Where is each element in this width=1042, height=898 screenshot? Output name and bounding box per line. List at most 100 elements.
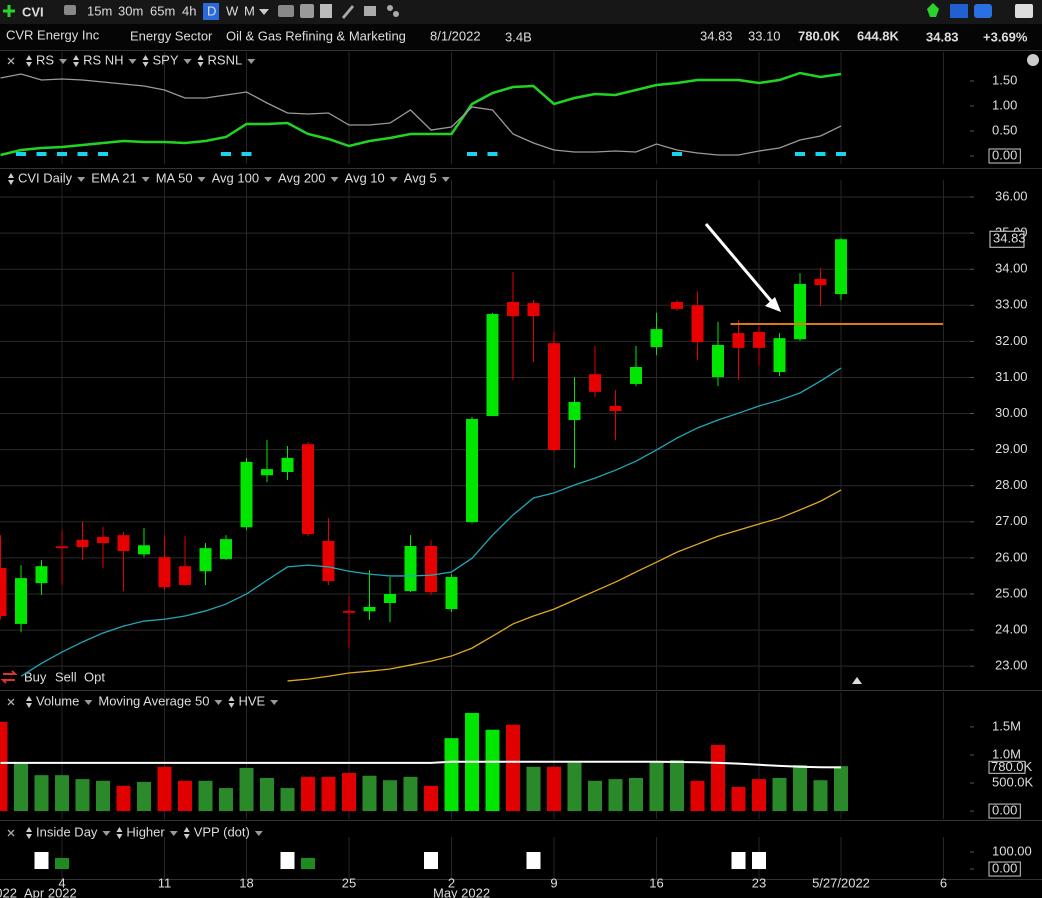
candle-body — [507, 302, 519, 317]
line — [0, 73, 842, 156]
dropdown-icon[interactable] — [59, 59, 68, 64]
legend-item[interactable]: Moving Average 50 — [98, 693, 209, 708]
bar — [547, 766, 561, 812]
candle-body — [343, 610, 355, 613]
dropdown-icon[interactable] — [183, 59, 192, 64]
legend-item[interactable]: Avg 5 — [404, 170, 437, 185]
legend-item[interactable]: Higher — [126, 824, 165, 839]
toolbar-icon[interactable] — [300, 4, 314, 18]
trade-button[interactable]: Sell — [55, 669, 77, 684]
dropdown-icon[interactable] — [441, 177, 450, 182]
legend-item[interactable]: MA 50 — [156, 170, 193, 185]
toolbar-icon[interactable] — [387, 5, 393, 11]
marker — [467, 152, 477, 156]
settings-icon[interactable] — [1027, 54, 1039, 66]
toolbar-icon[interactable] — [1015, 4, 1033, 18]
interval[interactable]: 4h — [182, 3, 196, 18]
dropdown-icon[interactable] — [259, 9, 269, 15]
reorder-icon[interactable] — [197, 55, 204, 67]
y-tick-label: 29.00 — [995, 441, 1028, 456]
reorder-icon[interactable] — [26, 827, 32, 839]
candle-body — [56, 546, 68, 549]
dropdown-icon[interactable] — [214, 700, 223, 705]
candle-body — [15, 578, 27, 624]
reorder-icon[interactable] — [73, 55, 80, 67]
dropdown-icon[interactable] — [169, 831, 178, 836]
interval[interactable]: 30m — [118, 3, 143, 18]
legend-item[interactable]: CVI Daily — [18, 170, 73, 185]
add-icon[interactable] — [3, 5, 15, 17]
marker — [16, 152, 26, 156]
legend-item[interactable]: VPP (dot) — [194, 824, 250, 839]
interval[interactable]: 65m — [150, 3, 175, 18]
arrow-head — [765, 297, 781, 312]
candle-body — [404, 545, 417, 592]
legend-item[interactable]: RS — [36, 52, 54, 67]
trade-button[interactable]: Opt — [84, 669, 105, 684]
toolbar-icon[interactable] — [364, 6, 376, 16]
dropdown-icon[interactable] — [102, 831, 111, 836]
legend-item[interactable]: Avg 100 — [212, 170, 259, 185]
toolbar-icon[interactable] — [320, 4, 332, 18]
bar — [629, 777, 643, 812]
dropdown-icon[interactable] — [128, 59, 137, 64]
candle-body — [35, 566, 48, 584]
close-icon[interactable] — [7, 57, 15, 65]
scroll-marker[interactable] — [852, 677, 862, 684]
legend-item[interactable]: EMA 21 — [91, 170, 137, 185]
toolbar-icon[interactable] — [927, 3, 939, 17]
bar — [362, 775, 377, 812]
dropdown-icon[interactable] — [270, 700, 279, 705]
reorder-icon[interactable] — [228, 696, 235, 708]
legend-item[interactable]: Inside Day — [36, 824, 98, 839]
dropdown-icon[interactable] — [77, 177, 86, 182]
trade-button[interactable]: Buy — [24, 669, 47, 684]
legend-item[interactable]: RS NH — [83, 52, 123, 67]
x-tick-label: 9 — [550, 875, 557, 890]
bar — [424, 851, 438, 870]
toolbar-icon[interactable] — [64, 5, 76, 15]
reorder-icon[interactable] — [142, 55, 149, 67]
interval[interactable]: 15m — [87, 3, 112, 18]
x-tick-label: 25 — [342, 875, 356, 890]
line — [287, 489, 842, 682]
dropdown-icon[interactable] — [254, 831, 263, 836]
close-icon[interactable] — [7, 829, 15, 837]
symbol: CVI — [22, 4, 44, 19]
reorder-icon[interactable] — [116, 827, 123, 839]
dropdown-icon[interactable] — [141, 177, 150, 182]
toolbar-icon[interactable] — [278, 5, 294, 17]
bar — [444, 738, 459, 812]
legend-item[interactable]: Avg 200 — [278, 170, 325, 185]
legend-item[interactable]: Avg 10 — [345, 170, 385, 185]
interval[interactable]: W — [226, 3, 239, 18]
reorder-icon[interactable] — [26, 55, 32, 67]
legend-item[interactable]: Volume — [36, 693, 79, 708]
bar — [793, 765, 807, 812]
dropdown-icon[interactable] — [84, 700, 93, 705]
reorder-icon[interactable] — [8, 173, 14, 185]
legend-item[interactable]: HVE — [238, 693, 265, 708]
trade-icon[interactable] — [0, 670, 18, 684]
arrow-annotation — [704, 223, 774, 303]
dropdown-icon[interactable] — [330, 177, 339, 182]
close-icon[interactable] — [7, 698, 15, 706]
reorder-icon[interactable] — [183, 827, 190, 839]
toolbar-icon[interactable] — [974, 4, 992, 18]
candle-body — [158, 557, 171, 588]
y-tick-label: 31.00 — [995, 369, 1028, 384]
dropdown-icon[interactable] — [389, 177, 398, 182]
dropdown-icon[interactable] — [197, 177, 206, 182]
interval[interactable]: M — [244, 3, 255, 18]
toolbar-icon[interactable] — [950, 4, 968, 18]
interval[interactable]: D — [207, 3, 216, 18]
toolbar-icon[interactable] — [342, 5, 354, 19]
toolbar-icon[interactable] — [393, 11, 399, 17]
reorder-icon[interactable] — [26, 696, 32, 708]
legend-item[interactable]: SPY — [153, 52, 179, 67]
candle-body — [486, 313, 499, 417]
month-label: 2022 — [0, 885, 17, 898]
dropdown-icon[interactable] — [247, 59, 256, 64]
dropdown-icon[interactable] — [264, 177, 273, 182]
legend-item[interactable]: RSNL — [208, 52, 243, 67]
